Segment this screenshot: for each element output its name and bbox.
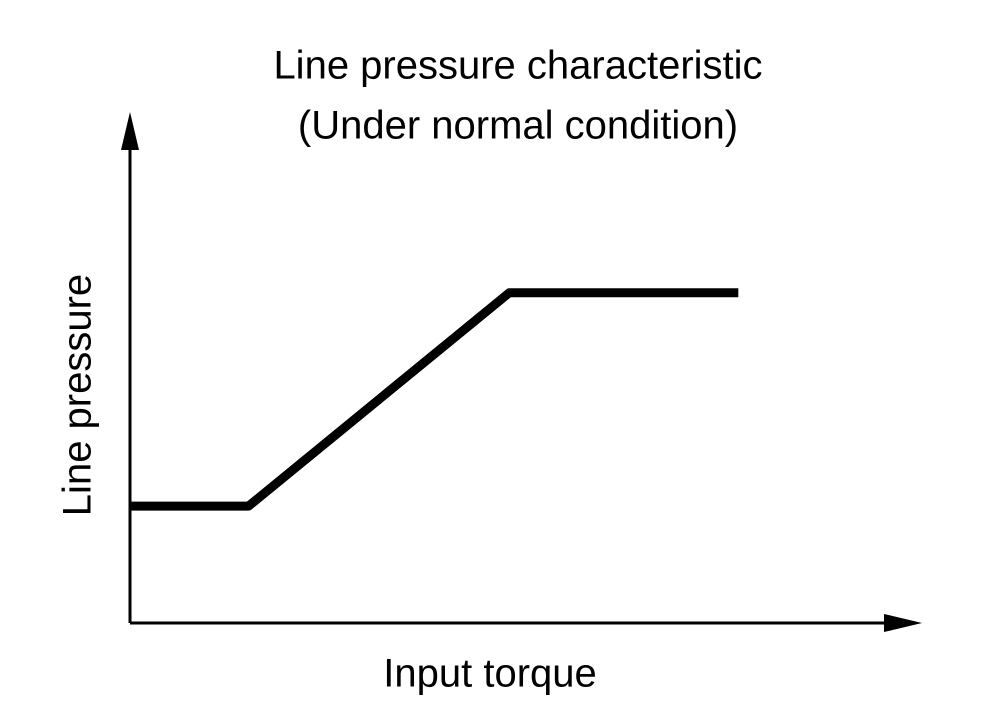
chart-title: Line pressure characteristic [273,44,762,88]
data-line [130,288,739,511]
chart-subtitle: (Under normal condition) [298,104,738,148]
y-axis-arrow [121,112,139,150]
x-axis-arrow [884,614,922,632]
y-axis-label: Line pressure [56,274,100,516]
x-axis-label: Input torque [383,652,597,696]
